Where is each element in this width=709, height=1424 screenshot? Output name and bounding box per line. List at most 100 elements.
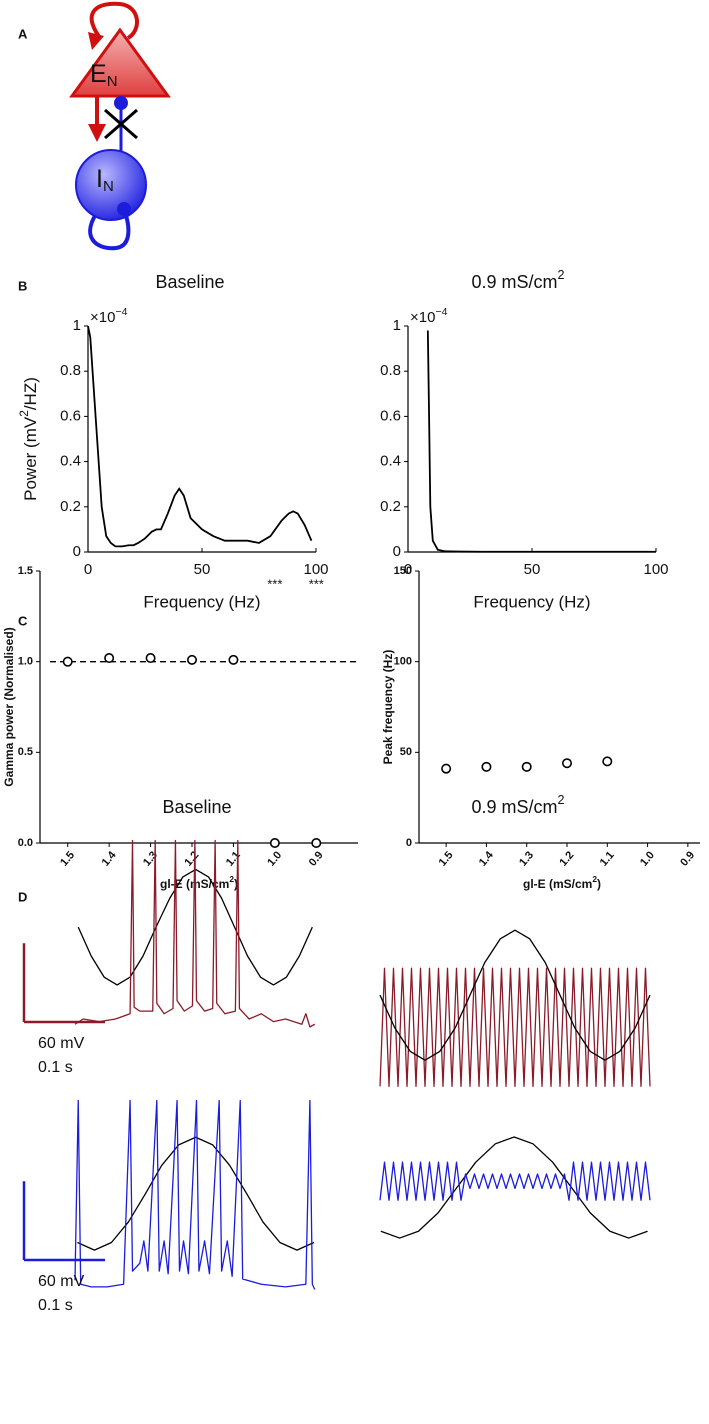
y-tick-label: 1.0 [18, 656, 33, 668]
x-axis-label: gl-E (mS/cm2) [523, 874, 601, 891]
x-tick-label: 1.5 [58, 849, 77, 868]
text-part: /HZ) [21, 377, 40, 410]
trace [77, 1136, 315, 1251]
label: I [96, 165, 103, 193]
node-label: IN [96, 165, 114, 195]
y-tick-label: 0 [406, 837, 412, 849]
y-tick-label: 0.5 [18, 746, 33, 758]
text-part: ×10 [90, 309, 115, 326]
y-tick-label: 0.2 [380, 498, 401, 515]
scale-factor: ×10−4 [410, 306, 448, 326]
excitatory-node [69, 27, 171, 98]
text-part: 2 [558, 268, 565, 282]
y-tick-label: 0.2 [60, 498, 81, 515]
dot [269, 837, 280, 848]
inhibitory-node [75, 149, 147, 221]
text-part: Power (mV [21, 416, 40, 501]
y-tick-label: 100 [394, 656, 412, 668]
synapse [114, 96, 128, 110]
dot [311, 837, 322, 848]
x-tick-label: 0.9 [307, 849, 326, 868]
x-axis-label: Frequency (Hz) [143, 592, 260, 611]
subscript: N [103, 178, 114, 195]
x-tick-label: 1.4 [100, 849, 120, 869]
x-tick-label: 1.1 [224, 849, 243, 868]
y-axis-label: Gamma power (Normalised) [2, 627, 16, 786]
x-tick-label: 50 [524, 561, 541, 578]
dot [104, 653, 115, 664]
label: E [90, 60, 107, 88]
chart-title: 0.9 mS/cm2 [471, 793, 564, 816]
chart-title: Baseline [155, 272, 224, 292]
scale-bar-label: 60 mV [38, 1273, 85, 1290]
y-tick-label: 0 [393, 543, 401, 560]
x-tick-label: 1.1 [598, 849, 617, 868]
dot [145, 653, 156, 664]
trace [380, 1136, 648, 1239]
x-tick-label: 1.3 [141, 849, 160, 868]
cut-mark [104, 108, 138, 140]
subscript: N [107, 73, 118, 90]
panel-label: A [18, 26, 28, 41]
chart-title: 0.9 mS/cm2 [471, 268, 564, 291]
y-tick-label: 0.8 [380, 362, 401, 379]
recurrent-inhibition [88, 209, 131, 251]
dot [481, 761, 492, 772]
x-tick-label: 0 [84, 561, 92, 578]
line [426, 330, 656, 553]
y-tick-label: 0.0 [18, 837, 33, 849]
text-part: gl-E (mS/cm [523, 877, 592, 891]
dot [228, 654, 239, 665]
y-tick-label: 0.8 [60, 362, 81, 379]
y-tick-label: 1 [73, 317, 81, 334]
network-diagram: EN IN [69, 1, 171, 251]
y-axis-label: Peak frequency (Hz) [381, 650, 395, 765]
text-part: 0.9 mS/cm [471, 272, 557, 292]
x-tick-label: 1.5 [437, 849, 456, 868]
x-tick-label: 100 [303, 561, 328, 578]
x-tick-label: 1.0 [638, 849, 657, 868]
trace [74, 1099, 316, 1290]
text-part: 2 [592, 874, 597, 884]
y-tick-label: 150 [394, 565, 412, 577]
x-axis-label: gl-E (mS/cm2) [160, 874, 238, 891]
y-axis-label: Power (mV2/HZ) [17, 377, 40, 501]
dot [62, 656, 73, 667]
x-tick-label: 0.9 [678, 849, 697, 868]
arrowhead [88, 124, 106, 142]
text-part: −4 [115, 306, 127, 318]
y-tick-label: 0 [73, 543, 81, 560]
y-tick-label: 0.6 [380, 407, 401, 424]
y-tick-label: 0.4 [60, 453, 81, 470]
x-tick-label: 1.4 [477, 849, 497, 869]
trace [74, 839, 316, 1028]
synapse [117, 202, 131, 216]
scale-bar-label: 0.1 s [38, 1059, 73, 1076]
x-tick-label: 1.0 [265, 849, 284, 868]
scale-bar-label: 0.1 s [38, 1297, 73, 1314]
text-part: 2 [17, 410, 31, 417]
trace [379, 929, 651, 1061]
text-part: ) [597, 877, 601, 891]
dot [561, 758, 572, 769]
dot [521, 761, 532, 772]
y-tick-label: 0.6 [60, 407, 81, 424]
dot [602, 756, 613, 767]
node-label: EN [90, 60, 118, 90]
significance: *** [267, 576, 282, 591]
y-tick-label: 50 [400, 746, 412, 758]
text-part: 2 [229, 874, 234, 884]
y-tick-label: 1.5 [18, 565, 33, 577]
x-tick-label: 0 [404, 561, 412, 578]
dot [187, 654, 198, 665]
text-part: −4 [435, 306, 447, 318]
arrowhead [88, 32, 104, 50]
x-tick-label: 100 [643, 561, 668, 578]
x-tick-label: 1.3 [517, 849, 536, 868]
panel-label: D [18, 889, 27, 904]
recurrent-excitation [89, 1, 139, 40]
dot [441, 763, 452, 774]
panel-label: B [18, 278, 27, 293]
text-part: 2 [558, 793, 565, 807]
